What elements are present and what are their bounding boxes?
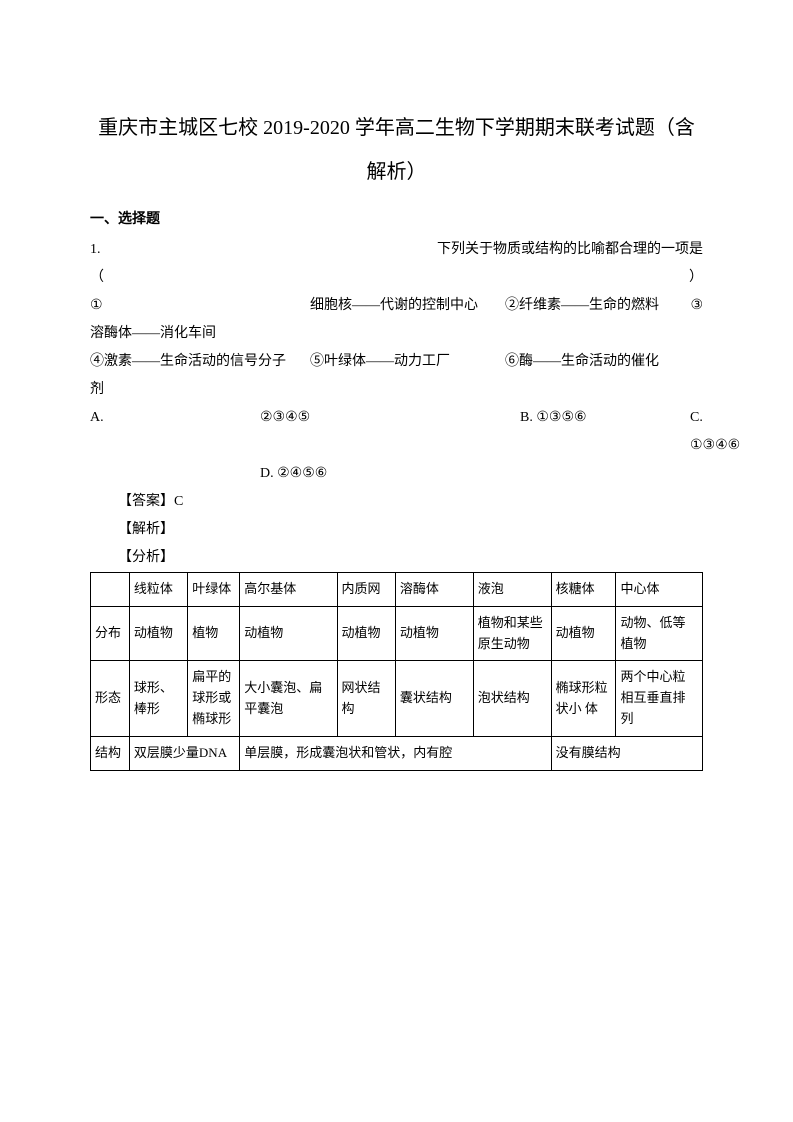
item-6-text: ⑥酶——生命活动的催化 [505, 348, 703, 376]
item-3-text: 溶酶体——消化车间 [90, 320, 703, 348]
struct-single-membrane: 单层膜，形成囊泡状和管状，内有腔 [240, 736, 551, 770]
answer: 【答案】C [90, 488, 703, 516]
dist-ribo: 动植物 [551, 606, 616, 661]
choice-d: D. ②④⑤⑥ [260, 466, 327, 481]
organelle-table: 线粒体 叶绿体 高尔基体 内质网 溶酶体 液泡 核糖体 中心体 分布 动植物 植… [90, 572, 703, 771]
th-mito: 线粒体 [129, 573, 187, 607]
table-row-shape: 形态 球形、棒形 扁平的球形或椭球形 大小囊泡、扁平囊泡 网状结构 囊状结构 泡… [91, 661, 703, 736]
struct-double-membrane: 双层膜少量DNA [129, 736, 239, 770]
dist-centro: 动物、低等植物 [616, 606, 703, 661]
shape-er: 网状结构 [337, 661, 395, 736]
item-6-suffix: 剂 [90, 376, 703, 404]
th-centro: 中心体 [616, 573, 703, 607]
paren-open: （ [90, 264, 104, 292]
dist-lyso: 动植物 [395, 606, 473, 661]
th-lyso: 溶酶体 [395, 573, 473, 607]
shape-chloro: 扁平的球形或椭球形 [188, 661, 240, 736]
shape-centro: 两个中心粒相互垂直排列 [616, 661, 703, 736]
table-row-distribution: 分布 动植物 植物 动植物 动植物 动植物 植物和某些原生动物 动植物 动物、低… [91, 606, 703, 661]
th-chloro: 叶绿体 [188, 573, 240, 607]
shape-mito: 球形、棒形 [129, 661, 187, 736]
th-blank [91, 573, 130, 607]
shape-vacuole: 泡状结构 [473, 661, 551, 736]
dist-vacuole: 植物和某些原生动物 [473, 606, 551, 661]
dist-mito: 动植物 [129, 606, 187, 661]
item-1-text: 细胞核——代谢的控制中心 [310, 292, 505, 320]
question-1-paren-line: （ ） [90, 264, 703, 292]
page-title-line2: 解析） [90, 152, 703, 192]
table-header-row: 线粒体 叶绿体 高尔基体 内质网 溶酶体 液泡 核糖体 中心体 [91, 573, 703, 607]
dist-chloro: 植物 [188, 606, 240, 661]
item-4-text: ④激素——生命活动的信号分子 [90, 348, 310, 376]
analysis-label: 【解析】 [90, 516, 703, 544]
choice-c: C. ①③④⑥ [690, 404, 740, 460]
question-1-stem-line1: 1. 下列关于物质或结构的比喻都合理的一项是 [90, 236, 703, 264]
th-ribo: 核糖体 [551, 573, 616, 607]
choice-row-1: A. ②③④⑤ B. ①③⑤⑥ C. ①③④⑥ [90, 404, 703, 460]
breakdown-label: 【分析】 [90, 544, 703, 572]
paren-close: ） [689, 264, 703, 292]
th-vacuole: 液泡 [473, 573, 551, 607]
shape-golgi: 大小囊泡、扁平囊泡 [240, 661, 337, 736]
table-row-structure: 结构 双层膜少量DNA 单层膜，形成囊泡状和管状，内有腔 没有膜结构 [91, 736, 703, 770]
struct-no-membrane: 没有膜结构 [551, 736, 702, 770]
item-1-num: ① [90, 292, 310, 320]
section-heading: 一、选择题 [90, 206, 703, 234]
choice-a-value: ②③④⑤ [260, 404, 520, 460]
choice-a-label: A. [90, 404, 260, 460]
page-title-line1: 重庆市主城区七校 2019-2020 学年高二生物下学期期末联考试题（含 [90, 110, 703, 146]
item-2-text: ②纤维素——生命的燃料 [505, 292, 680, 320]
item-3-num: ③ [680, 292, 703, 320]
question-1-items-row1: ① 细胞核——代谢的控制中心 ②纤维素——生命的燃料 ③ [90, 292, 703, 320]
dist-er: 动植物 [337, 606, 395, 661]
question-number: 1. [90, 236, 101, 264]
shape-ribo: 椭球形粒状小 体 [551, 661, 616, 736]
item-5-text: ⑤叶绿体——动力工厂 [310, 348, 505, 376]
row-label-struct: 结构 [91, 736, 130, 770]
th-golgi: 高尔基体 [240, 573, 337, 607]
dist-golgi: 动植物 [240, 606, 337, 661]
question-1-items-row2: ④激素——生命活动的信号分子 ⑤叶绿体——动力工厂 ⑥酶——生命活动的催化 [90, 348, 703, 376]
th-er: 内质网 [337, 573, 395, 607]
row-label-dist: 分布 [91, 606, 130, 661]
shape-lyso: 囊状结构 [395, 661, 473, 736]
row-label-shape: 形态 [91, 661, 130, 736]
choice-b: B. ①③⑤⑥ [520, 404, 690, 460]
choice-row-2: D. ②④⑤⑥ [90, 460, 703, 488]
question-stem-right: 下列关于物质或结构的比喻都合理的一项是 [437, 236, 703, 264]
page: 重庆市主城区七校 2019-2020 学年高二生物下学期期末联考试题（含 解析）… [0, 0, 793, 1122]
